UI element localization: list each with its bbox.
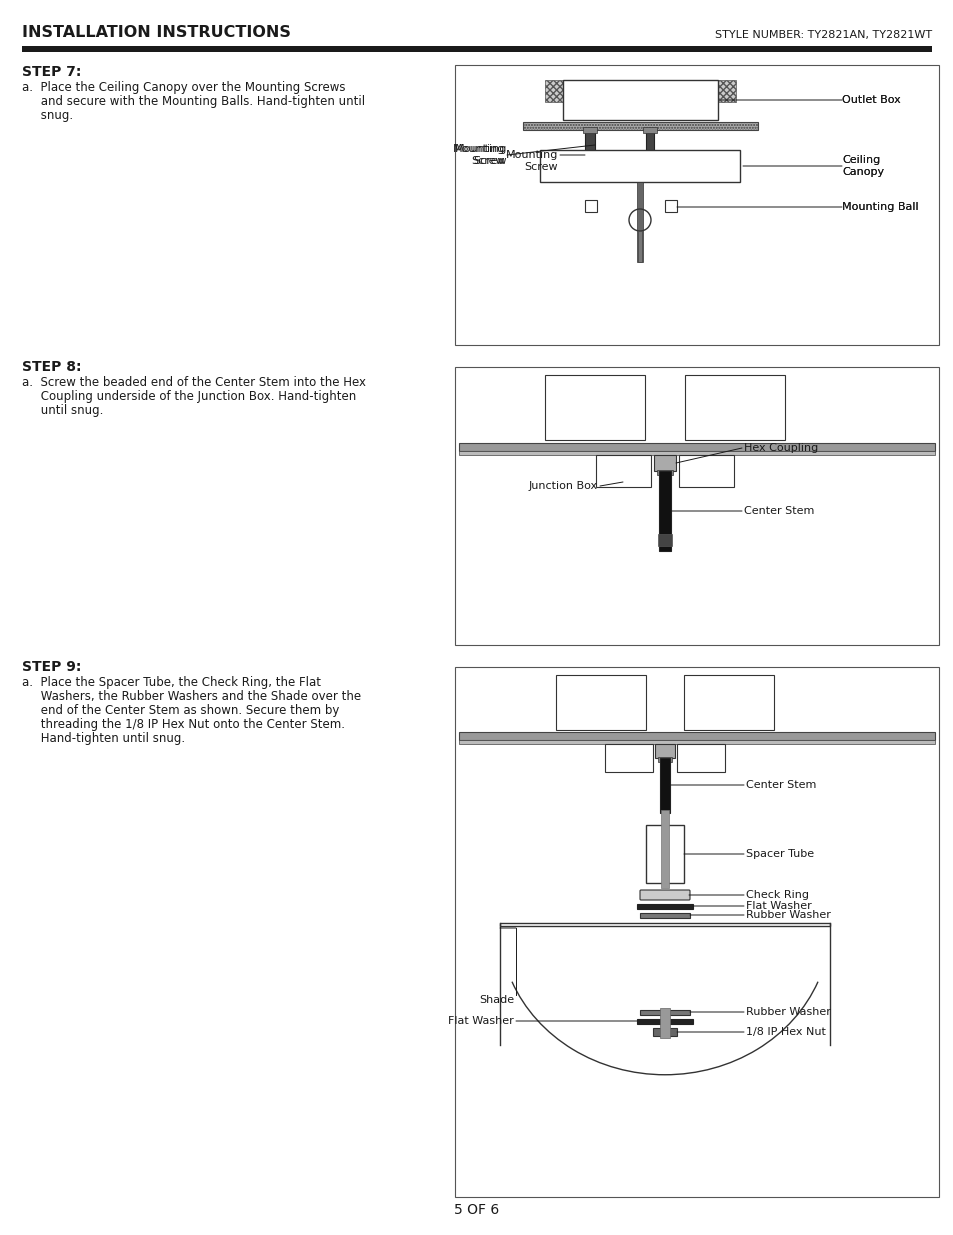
Bar <box>652 1028 677 1036</box>
Text: Rubber Washer: Rubber Washer <box>745 910 830 920</box>
Bar <box>556 676 645 730</box>
Bar <box>458 443 934 451</box>
Bar <box>659 471 670 551</box>
Text: Check Ring: Check Ring <box>745 890 808 900</box>
FancyBboxPatch shape <box>639 890 689 900</box>
Bar <box>659 888 669 895</box>
Text: STEP 9:: STEP 9: <box>22 659 81 674</box>
Bar <box>458 451 934 454</box>
Bar <box>679 454 733 487</box>
Text: Rubber Washer: Rubber Washer <box>745 1007 830 1016</box>
Text: STEP 8:: STEP 8: <box>22 359 81 374</box>
Text: Mounting
Screw: Mounting Screw <box>505 149 558 172</box>
Bar <box>604 743 652 772</box>
Text: Coupling underside of the Junction Box. Hand-tighten: Coupling underside of the Junction Box. … <box>22 390 355 403</box>
Text: end of the Center Stem as shown. Secure them by: end of the Center Stem as shown. Secure … <box>22 704 339 718</box>
Bar <box>677 743 724 772</box>
Text: Outlet Box: Outlet Box <box>841 95 900 105</box>
Text: Washers, the Rubber Washers and the Shade over the: Washers, the Rubber Washers and the Shad… <box>22 690 361 703</box>
Text: a.  Place the Ceiling Canopy over the Mounting Screws: a. Place the Ceiling Canopy over the Mou… <box>22 82 345 94</box>
Bar <box>639 1010 689 1015</box>
Text: Flat Washer: Flat Washer <box>745 902 811 911</box>
Text: Mounting Ball: Mounting Ball <box>841 203 918 212</box>
Text: snug.: snug. <box>22 109 73 122</box>
Text: Mounting
Screw: Mounting Screw <box>452 144 504 165</box>
Bar <box>664 200 677 212</box>
Bar <box>642 127 657 133</box>
Text: Center Stem: Center Stem <box>743 506 814 516</box>
Bar <box>544 375 644 440</box>
Text: threading the 1/8 IP Hex Nut onto the Center Stem.: threading the 1/8 IP Hex Nut onto the Ce… <box>22 718 345 731</box>
Bar <box>22 46 931 52</box>
Bar <box>659 1008 669 1037</box>
Bar <box>522 122 758 130</box>
Bar <box>658 757 671 762</box>
Text: Shade: Shade <box>478 995 514 1005</box>
Bar <box>684 375 784 440</box>
Bar <box>584 130 595 180</box>
Bar <box>683 676 773 730</box>
Bar <box>562 80 718 120</box>
Bar <box>645 825 683 883</box>
Text: STYLE NUMBER: TY2821AN, TY2821WT: STYLE NUMBER: TY2821AN, TY2821WT <box>714 30 931 40</box>
Bar <box>455 367 938 645</box>
Bar <box>638 231 641 262</box>
Text: Mounting
Screw: Mounting Screw <box>455 144 506 165</box>
Bar <box>658 534 671 546</box>
Bar <box>596 454 650 487</box>
Text: Ceiling
Canopy: Ceiling Canopy <box>841 156 883 177</box>
Text: Center Stem: Center Stem <box>745 781 816 790</box>
Bar <box>455 667 938 1197</box>
Bar <box>458 740 934 743</box>
Bar <box>455 65 938 345</box>
Text: Outlet Box: Outlet Box <box>841 95 900 105</box>
Text: STEP 7:: STEP 7: <box>22 65 81 79</box>
Text: INSTALLATION INSTRUCTIONS: INSTALLATION INSTRUCTIONS <box>22 25 291 40</box>
Text: Flat Washer: Flat Washer <box>448 1016 514 1026</box>
Bar <box>544 80 735 103</box>
Text: a.  Screw the beaded end of the Center Stem into the Hex: a. Screw the beaded end of the Center St… <box>22 375 366 389</box>
Bar <box>584 200 597 212</box>
Text: Hand-tighten until snug.: Hand-tighten until snug. <box>22 732 185 745</box>
Bar <box>645 130 654 180</box>
Text: Junction Box: Junction Box <box>528 480 598 492</box>
Text: Spacer Tube: Spacer Tube <box>745 848 813 860</box>
Bar <box>654 454 676 471</box>
Bar <box>660 810 668 888</box>
Text: a.  Place the Spacer Tube, the Check Ring, the Flat: a. Place the Spacer Tube, the Check Ring… <box>22 676 320 689</box>
Bar <box>655 743 675 758</box>
Text: Mounting Ball: Mounting Ball <box>841 203 918 212</box>
Bar <box>458 732 934 740</box>
Bar <box>657 471 672 475</box>
Bar <box>637 904 692 909</box>
Bar <box>539 149 740 182</box>
Text: Ceiling
Canopy: Ceiling Canopy <box>841 156 883 177</box>
Bar <box>659 758 669 813</box>
Bar <box>582 127 597 133</box>
Text: until snug.: until snug. <box>22 404 103 417</box>
Bar <box>639 913 689 918</box>
Text: 5 OF 6: 5 OF 6 <box>454 1203 499 1216</box>
Text: Hex Coupling: Hex Coupling <box>743 443 818 453</box>
Bar <box>637 1019 692 1024</box>
Bar <box>499 923 829 926</box>
Text: 1/8 IP Hex Nut: 1/8 IP Hex Nut <box>745 1028 825 1037</box>
Text: and secure with the Mounting Balls. Hand-tighten until: and secure with the Mounting Balls. Hand… <box>22 95 365 107</box>
Bar <box>637 182 642 262</box>
